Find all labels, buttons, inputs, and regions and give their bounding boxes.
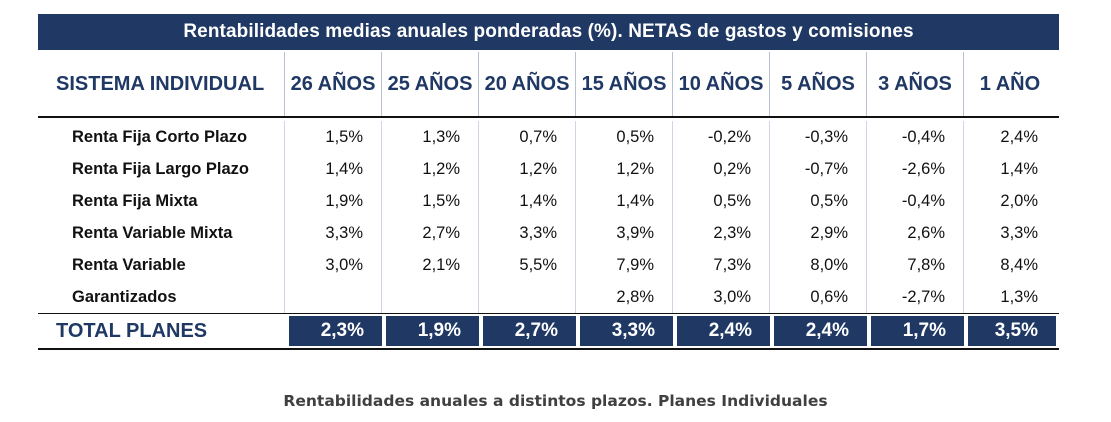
total-cell: 3,3% [580, 316, 673, 346]
header-period: 26 AÑOS [285, 52, 382, 116]
table-cell: 1,4% [1000, 159, 1038, 178]
table-cell: 2,9% [770, 217, 867, 249]
table-cell: 0,5% [770, 185, 867, 217]
table-cell: 3,3% [1000, 223, 1038, 242]
figure-caption: Rentabilidades anuales a distintos plazo… [283, 392, 828, 410]
table-cell: 2,1% [382, 249, 479, 281]
table-cell: 1,3% [382, 121, 479, 153]
table-cell: 1,4% [479, 185, 576, 217]
table-cell: 2,6% [867, 217, 964, 249]
row-label: Garantizados [38, 281, 285, 313]
header-period: 20 AÑOS [479, 52, 576, 116]
header-period: 10 AÑOS [673, 52, 770, 116]
table-cell: -0,2% [673, 121, 770, 153]
table-body: Renta Fija Corto Plazo 1,5% 1,3% 0,7% 0,… [38, 118, 1059, 313]
header-period: 5 AÑOS [770, 52, 867, 116]
table-cell: 1,5% [382, 185, 479, 217]
header-period: 1 AÑO [979, 72, 1041, 95]
row-label: Renta Fija Largo Plazo [38, 153, 285, 185]
table-cell: 1,4% [576, 185, 673, 217]
row-label: Renta Fija Corto Plazo [38, 121, 285, 153]
table-cell: 5,5% [479, 249, 576, 281]
table-cell: 7,9% [576, 249, 673, 281]
table-row: Renta Variable 3,0% 2,1% 5,5% 7,9% 7,3% … [38, 249, 1059, 281]
table-cell: 3,0% [673, 281, 770, 313]
table-cell: 0,7% [479, 121, 576, 153]
total-cell: 2,7% [483, 316, 576, 346]
header-system-label: SISTEMA INDIVIDUAL [38, 52, 285, 116]
header-row: SISTEMA INDIVIDUAL 26 AÑOS 25 AÑOS 20 AÑ… [38, 52, 1059, 118]
row-label: Renta Fija Mixta [38, 185, 285, 217]
total-cell: 2,3% [289, 316, 382, 346]
table-cell: -0,7% [770, 153, 867, 185]
table-cell: -2,6% [867, 153, 964, 185]
table-cell: 0,6% [770, 281, 867, 313]
table-cell: 2,0% [1000, 191, 1038, 210]
table-cell: 7,3% [673, 249, 770, 281]
table-cell [382, 281, 479, 313]
table-cell: 8,4% [1000, 255, 1038, 274]
header-period: 15 AÑOS [576, 52, 673, 116]
table-cell: 1,3% [1000, 287, 1038, 306]
table-cell: -0,4% [867, 121, 964, 153]
table-cell [479, 281, 576, 313]
table-cell: 7,8% [867, 249, 964, 281]
table-cell: 2,8% [576, 281, 673, 313]
table-cell: 2,4% [1000, 127, 1038, 146]
total-cell: 3,5% [968, 316, 1056, 346]
table-cell: 3,9% [576, 217, 673, 249]
table-cell: -2,7% [867, 281, 964, 313]
table-cell [285, 281, 382, 313]
total-cell: 2,4% [677, 316, 770, 346]
table-row: Renta Fija Corto Plazo 1,5% 1,3% 0,7% 0,… [38, 121, 1059, 153]
table-cell: 0,5% [673, 185, 770, 217]
table-cell: 2,7% [382, 217, 479, 249]
total-cell: 1,9% [386, 316, 479, 346]
table-row: Renta Fija Mixta 1,9% 1,5% 1,4% 1,4% 0,5… [38, 185, 1059, 217]
total-label: TOTAL PLANES [56, 319, 208, 342]
row-label: Renta Variable [38, 249, 285, 281]
table-cell: -0,3% [770, 121, 867, 153]
returns-table: Rentabilidades medias anuales ponderadas… [38, 14, 1059, 350]
table-cell: 3,3% [285, 217, 382, 249]
table-cell: -0,4% [867, 185, 964, 217]
table-cell: 2,3% [673, 217, 770, 249]
table-cell: 3,3% [479, 217, 576, 249]
table-cell: 1,9% [285, 185, 382, 217]
row-label: Renta Variable Mixta [38, 217, 285, 249]
table-cell: 1,2% [382, 153, 479, 185]
table-cell: 0,2% [673, 153, 770, 185]
header-period: 3 AÑOS [867, 52, 964, 116]
total-cell: 2,4% [774, 316, 867, 346]
table-cell: 0,5% [576, 121, 673, 153]
table-title: Rentabilidades medias anuales ponderadas… [38, 14, 1059, 50]
table-cell: 1,4% [285, 153, 382, 185]
table-cell: 3,0% [285, 249, 382, 281]
table-cell: 1,2% [479, 153, 576, 185]
header-period: 25 AÑOS [382, 52, 479, 116]
table-row: Renta Variable Mixta 3,3% 2,7% 3,3% 3,9%… [38, 217, 1059, 249]
table-cell: 1,2% [576, 153, 673, 185]
table-cell: 8,0% [770, 249, 867, 281]
total-row: TOTAL PLANES 2,3% 1,9% 2,7% 3,3% 2,4% 2,… [38, 313, 1059, 350]
table-cell: 1,5% [285, 121, 382, 153]
table-row: Renta Fija Largo Plazo 1,4% 1,2% 1,2% 1,… [38, 153, 1059, 185]
total-cell: 1,7% [871, 316, 964, 346]
table-row: Garantizados 2,8% 3,0% 0,6% -2,7% 1,3% [38, 281, 1059, 313]
